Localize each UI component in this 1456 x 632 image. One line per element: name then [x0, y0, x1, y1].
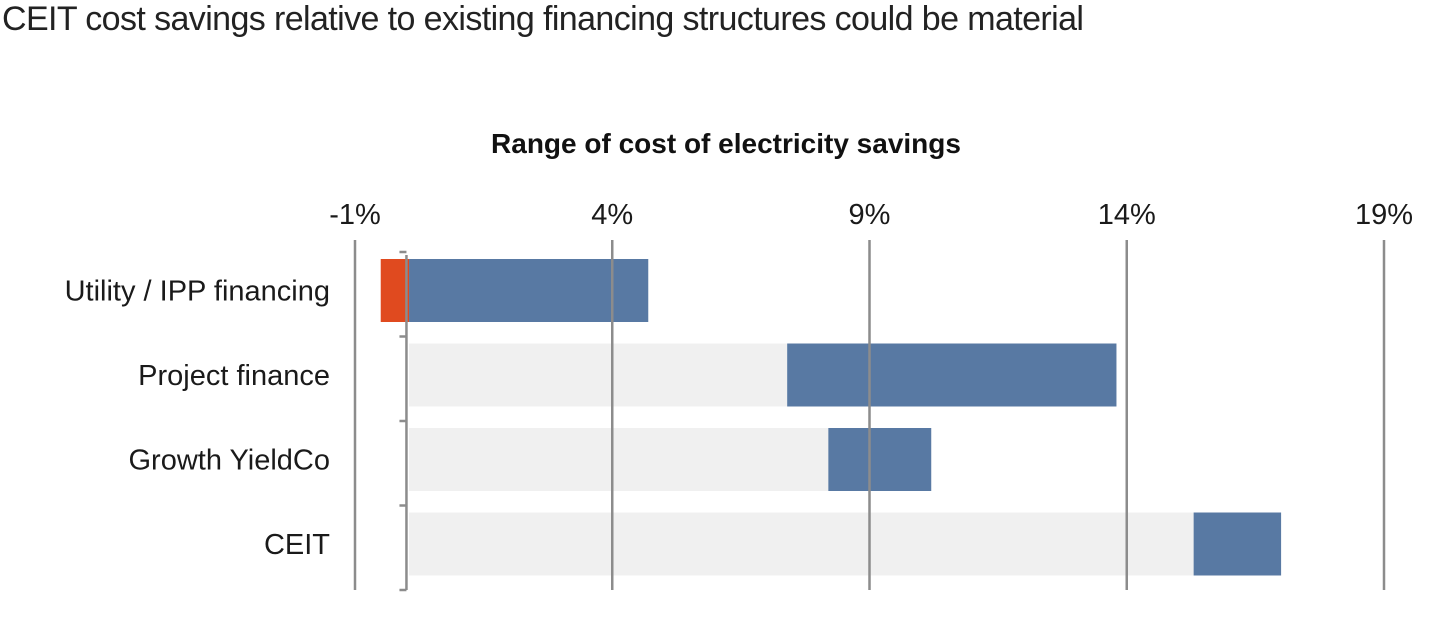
bar-savings-3 [1193, 512, 1282, 576]
x-tick-label-3: 14% [1098, 199, 1156, 231]
chart-title: Range of cost of electricity savings [491, 128, 961, 159]
bar-savings-2 [828, 428, 932, 491]
page-headline: CEIT cost savings relative to existing f… [2, 0, 1084, 38]
bar-savings-0 [409, 259, 649, 322]
x-tick-label-4: 19% [1355, 199, 1413, 231]
bar-savings-1 [787, 343, 1117, 407]
bar-negative-0 [380, 259, 410, 322]
plot-area: -1% 4% 9% 14% 19% Utility / IPP financing Proj… [65, 199, 1413, 592]
bar-baseline-3 [409, 512, 1194, 576]
bar-baseline-2 [409, 428, 829, 491]
category-label-0: Utility / IPP financing [65, 276, 330, 308]
bar-baseline-1 [409, 343, 788, 407]
x-tick-label-0: -1% [329, 199, 381, 231]
x-tick-label-2: 9% [849, 199, 891, 231]
x-tick-label-1: 4% [591, 199, 633, 231]
category-label-3: CEIT [264, 529, 330, 561]
category-label-2: Growth YieldCo [129, 445, 331, 477]
category-label-1: Project finance [138, 360, 330, 392]
